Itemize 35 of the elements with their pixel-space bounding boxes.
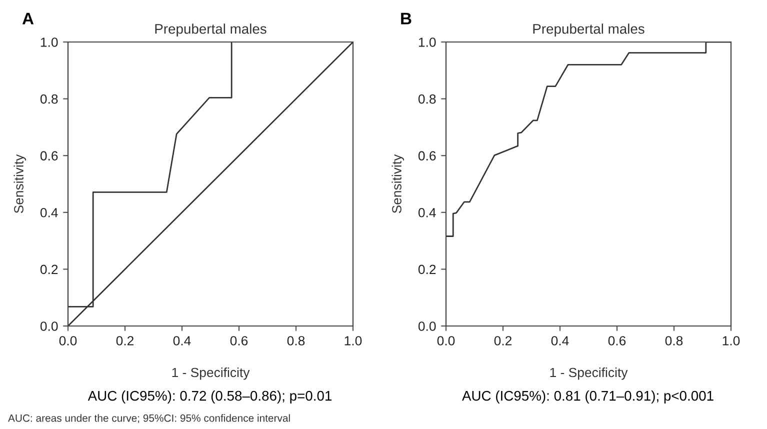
y-tick-label: 0.8 [40, 94, 58, 104]
text: A [22, 12, 34, 24]
y-axis-title: Sensitivity [14, 154, 26, 214]
x-tick-label: 0.2 [116, 336, 134, 346]
x-tick-label: 0.0 [437, 336, 455, 346]
x-tick-label: 0.4 [173, 336, 191, 346]
y-tick-label: 1.0 [418, 38, 436, 47]
x-tick-label: 0.0 [59, 336, 77, 346]
x-tick-label: 0.8 [287, 336, 305, 346]
x-axis-title: 1 - Specificity [550, 367, 628, 380]
y-tick-label: 0.4 [40, 208, 58, 218]
text: AUC: areas under the curve; 95%CI: 95% confidence interval [8, 414, 290, 424]
chart-title: Prepubertal males [155, 24, 266, 37]
x-tick-label: 0.8 [665, 336, 683, 346]
y-tick-label: 0.2 [418, 264, 436, 274]
chart-title: Prepubertal males [533, 24, 644, 37]
y-tick-label: 0.0 [418, 322, 436, 331]
x-axis-title: 1 - Specificity [172, 367, 250, 380]
x-tick-label: 0.4 [551, 336, 569, 346]
y-tick-label: 0.6 [418, 151, 436, 161]
y-tick-label: 0.6 [40, 151, 58, 161]
x-tick-label: 0.2 [494, 336, 512, 346]
y-tick-label: 0.2 [40, 264, 58, 274]
y-tick-label: 1.0 [40, 38, 58, 47]
x-tick-label: 0.6 [230, 336, 248, 346]
text: AUC (IC95%): 0.81 (0.71–0.91); p<0.001 [462, 390, 714, 404]
y-tick-label: 0.0 [40, 322, 58, 331]
x-tick-label: 0.6 [608, 336, 626, 346]
text: B [401, 12, 412, 24]
y-tick-label: 0.8 [418, 94, 436, 104]
x-tick-label: 1.0 [344, 336, 362, 346]
x-tick-label: 1.0 [722, 336, 740, 346]
text: AUC (IC95%): 0.72 (0.58–0.86); p=0.01 [88, 390, 332, 404]
y-tick-label: 0.4 [418, 208, 436, 218]
y-axis-title: Sensitivity [392, 154, 404, 214]
